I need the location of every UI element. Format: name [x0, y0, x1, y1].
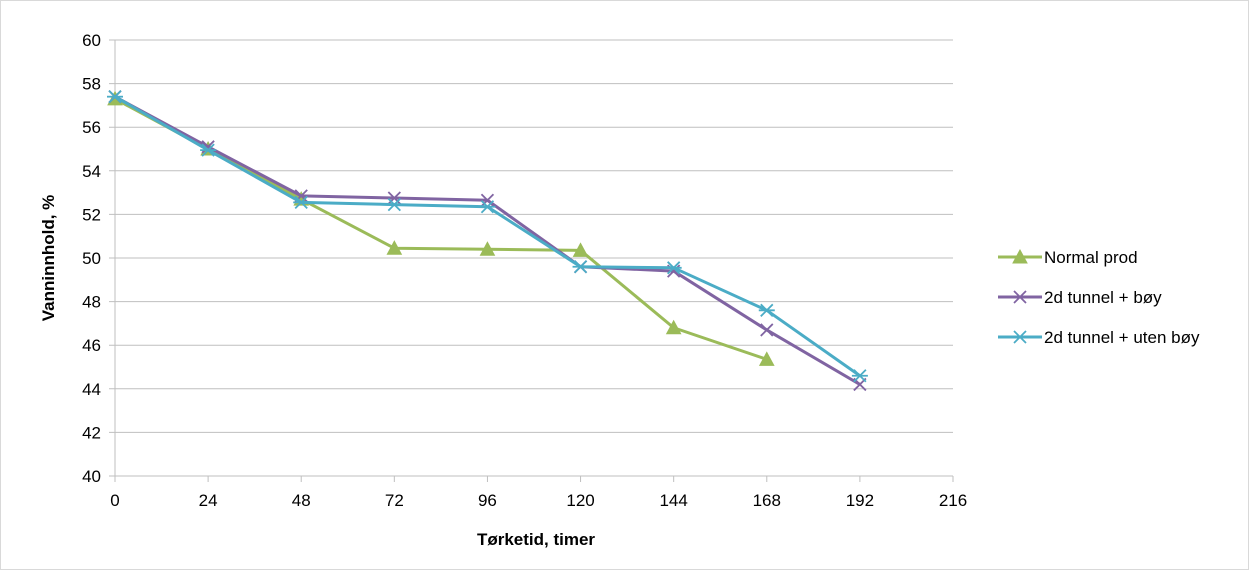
triangle-marker — [758, 351, 775, 366]
triangle-marker — [572, 242, 589, 257]
asterisk-marker — [851, 369, 868, 383]
triangle-marker — [665, 319, 682, 335]
triangle-marker — [1012, 248, 1028, 264]
x-tick-label: 168 — [753, 491, 781, 510]
legend: Normal prod 2d tunnel + bøy 2d tunnel + ut… — [998, 248, 1200, 347]
triangle-marker — [386, 240, 403, 255]
triangle-marker — [479, 241, 496, 256]
axis-layer: 40 42 44 46 48 50 52 54 56 58 60 0 24 48 72 96 120 144 168… — [82, 31, 967, 510]
y-tick-label: 56 — [82, 118, 101, 137]
y-axis-title: Vanninnhold, % — [39, 195, 58, 322]
legend-item: 2d tunnel + uten bøy — [998, 328, 1200, 347]
x-tick-label: 72 — [385, 491, 404, 510]
legend-item: Normal prod — [998, 248, 1138, 267]
asterisk-marker — [107, 90, 123, 104]
x-marker — [760, 323, 774, 337]
asterisk-marker — [386, 197, 403, 212]
x-tick-label: 0 — [110, 491, 119, 510]
y-tick-label: 54 — [82, 162, 101, 181]
x-axis-title: Tørketid, timer — [477, 530, 595, 549]
legend-item: 2d tunnel + bøy — [998, 288, 1162, 307]
asterisk-marker — [572, 260, 589, 274]
x-tick-label: 144 — [659, 491, 687, 510]
y-tick-label: 42 — [82, 423, 101, 442]
y-tick-label: 50 — [82, 249, 101, 268]
x-tick-label: 48 — [292, 491, 311, 510]
y-tick-label: 40 — [82, 467, 101, 486]
x-marker — [1013, 290, 1027, 304]
legend-label: 2d tunnel + uten bøy — [1044, 328, 1200, 347]
x-tick-label: 216 — [939, 491, 967, 510]
x-tick-label: 192 — [846, 491, 874, 510]
x-marker — [480, 193, 495, 207]
series-layer — [107, 90, 868, 392]
y-tick-label: 48 — [82, 293, 101, 312]
asterisk-marker — [665, 261, 682, 275]
y-tick-label: 60 — [82, 31, 101, 50]
x-tick-label: 96 — [478, 491, 497, 510]
asterisk-marker — [479, 200, 496, 214]
asterisk-marker — [758, 303, 775, 317]
y-tick-label: 52 — [82, 205, 101, 224]
series-3 — [107, 90, 868, 383]
asterisk-marker — [293, 195, 310, 210]
asterisk-marker — [200, 143, 217, 157]
legend-label: 2d tunnel + bøy — [1044, 288, 1162, 307]
x-marker — [387, 191, 401, 205]
y-tick-label: 46 — [82, 336, 101, 355]
asterisk-marker — [1012, 330, 1028, 344]
legend-label: Normal prod — [1044, 248, 1138, 267]
x-tick-label: 120 — [566, 491, 594, 510]
y-tick-label: 58 — [82, 75, 101, 94]
x-tick-label: 24 — [199, 491, 218, 510]
y-tick-label: 44 — [82, 380, 101, 399]
